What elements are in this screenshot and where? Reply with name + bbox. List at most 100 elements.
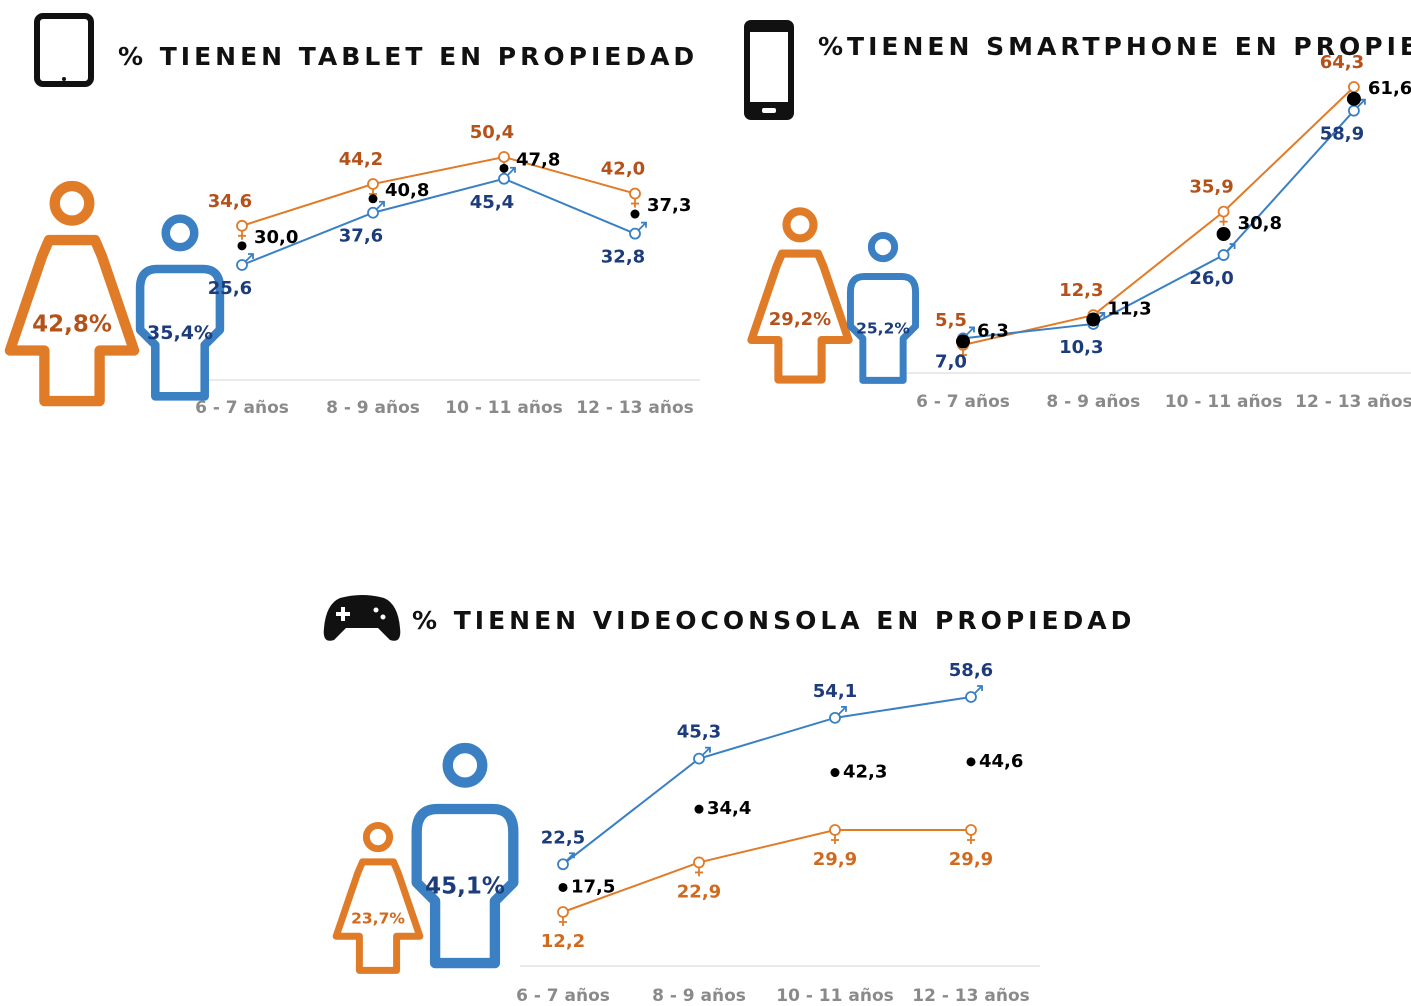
point: [965, 685, 983, 703]
icon-head: [782, 207, 818, 243]
marker-arrow: [1357, 98, 1366, 108]
x-tick-label: 6 - 7 años: [916, 392, 1010, 412]
marker-ring: [965, 691, 977, 703]
point: [236, 253, 254, 271]
point: [368, 194, 378, 204]
point: [965, 824, 977, 844]
data-label: 37,3: [647, 195, 691, 216]
point: [236, 219, 248, 240]
chart-title: %TIENEN SMARTPHONE EN PROPIEDAD: [818, 32, 1411, 61]
icon-body: [135, 264, 225, 401]
marker-ring: [965, 824, 977, 836]
marker-ring: [693, 856, 705, 869]
data-label: 44,2: [339, 149, 383, 170]
marker-cross: [695, 867, 703, 877]
overall-label: 42,8%: [32, 312, 112, 338]
marker-arrow: [702, 746, 711, 756]
marker-cross: [967, 834, 975, 844]
point: [557, 906, 569, 926]
overall-label: 29,2%: [769, 309, 831, 330]
marker-cross: [238, 230, 246, 240]
data-label: 10,3: [1059, 337, 1103, 358]
marker-arrow: [566, 852, 575, 861]
gamepad-icon: [323, 595, 401, 641]
chart-title: % TIENEN VIDEOCONSOLA EN PROPIEDAD: [412, 606, 1135, 635]
point: [1216, 226, 1231, 241]
marker-ring: [629, 187, 641, 200]
data-label: 26,0: [1189, 268, 1233, 289]
x-tick-label: 8 - 9 años: [326, 398, 420, 418]
point: [498, 166, 516, 185]
x-tick-label: 6 - 7 años: [516, 986, 610, 1006]
x-tick-label: 12 - 13 años: [1295, 392, 1411, 412]
marker-ring: [367, 178, 379, 190]
data-label: 29,9: [813, 849, 857, 870]
icon-body: [411, 803, 519, 969]
data-label: 44,6: [979, 751, 1023, 772]
data-label: 30,8: [1238, 213, 1282, 234]
x-tick-label: 8 - 9 años: [1046, 392, 1140, 412]
x-tick-label: 8 - 9 años: [652, 986, 746, 1006]
point: [1346, 91, 1361, 106]
marker-cross: [559, 917, 567, 926]
marker-ring: [1348, 81, 1360, 93]
marker-ring: [236, 219, 248, 232]
marker-ring: [1217, 249, 1230, 261]
marker-ring: [236, 259, 248, 271]
icon-head: [49, 180, 95, 226]
point: [629, 221, 647, 240]
overall-label: 23,7%: [351, 910, 405, 928]
point: [499, 163, 509, 173]
person-icon: [4, 180, 140, 407]
marker-ring: [498, 151, 510, 163]
marker-cross: [631, 198, 639, 208]
point: [693, 746, 711, 765]
marker-ring: [1348, 104, 1360, 117]
marker-arrow: [966, 326, 975, 336]
marker-ring: [557, 906, 569, 918]
phone-icon: [744, 20, 794, 120]
marker-arrow: [838, 705, 847, 715]
data-label: 25,6: [208, 278, 252, 299]
point: [630, 209, 640, 219]
data-label: 32,8: [601, 247, 645, 268]
series-line: [962, 110, 1355, 340]
marker-arrow: [974, 685, 983, 694]
marker-ring: [498, 172, 510, 185]
point: [830, 768, 840, 778]
person-icon: [135, 214, 225, 401]
data-label: 34,6: [208, 191, 252, 212]
data-label: 64,3: [1320, 52, 1364, 73]
point: [829, 824, 841, 844]
data-label: 58,6: [949, 660, 993, 681]
x-tick-label: 6 - 7 años: [195, 398, 289, 418]
point: [1086, 312, 1101, 327]
marker-cross: [1219, 216, 1228, 226]
point: [557, 852, 575, 871]
x-tick-label: 10 - 11 años: [445, 398, 563, 418]
data-label: 12,2: [541, 931, 585, 952]
x-tick-label: 10 - 11 años: [776, 986, 894, 1006]
icon-head: [442, 742, 488, 788]
data-label: 5,5: [935, 310, 967, 331]
point: [1217, 243, 1236, 261]
marker-cross: [831, 834, 839, 844]
marker-cross: [959, 350, 967, 359]
data-label: 11,3: [1107, 299, 1151, 320]
person-icon: [332, 821, 424, 974]
point: [966, 757, 976, 767]
point: [694, 804, 704, 814]
data-label: 12,3: [1059, 280, 1103, 301]
x-tick-label: 12 - 13 años: [912, 986, 1030, 1006]
overall-label: 35,4%: [147, 322, 213, 344]
x-tick-label: 10 - 11 años: [1165, 392, 1283, 412]
point: [367, 178, 379, 198]
overall-label: 25,2%: [856, 320, 910, 338]
data-label: 58,9: [1320, 124, 1364, 145]
data-label: 54,1: [813, 681, 857, 702]
data-label: 29,9: [949, 849, 993, 870]
marker-ring: [829, 824, 841, 836]
data-label: 22,9: [677, 881, 721, 902]
marker-arrow: [376, 200, 385, 210]
